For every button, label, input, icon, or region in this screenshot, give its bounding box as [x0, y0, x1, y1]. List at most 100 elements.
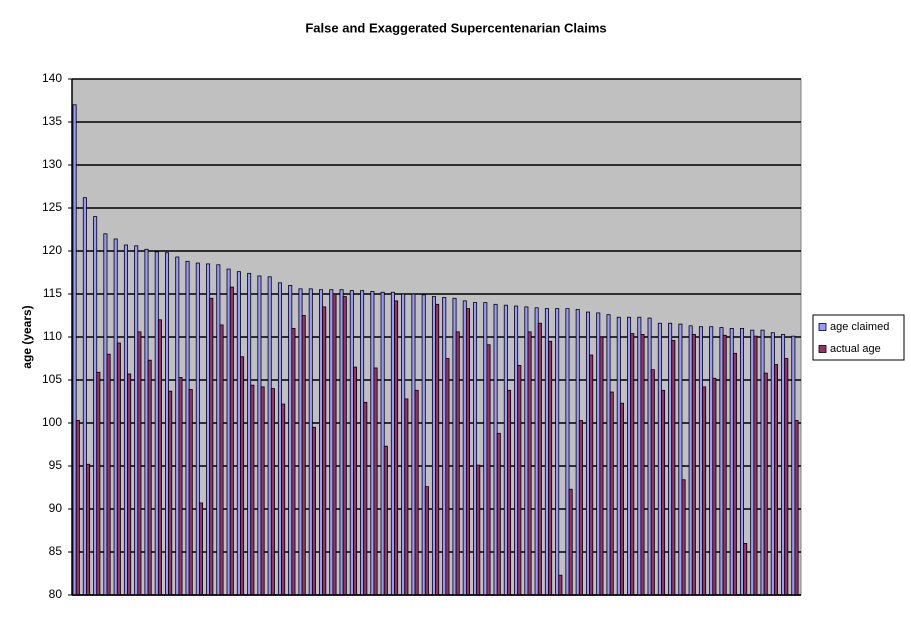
bar [578, 420, 583, 596]
bar [496, 432, 501, 596]
bar [722, 334, 727, 596]
bar [360, 290, 365, 596]
y-tick-label: 80 [49, 587, 63, 601]
bar [188, 389, 193, 596]
bar [401, 293, 406, 596]
bar [383, 445, 388, 596]
bar [168, 390, 173, 596]
bar [72, 104, 77, 596]
bar [137, 331, 142, 596]
y-tick-label: 120 [42, 243, 62, 257]
bar [465, 308, 470, 596]
bar [226, 268, 231, 596]
bar [657, 322, 662, 596]
bar [763, 372, 768, 596]
bar [106, 353, 111, 596]
bar [435, 303, 440, 596]
bar [565, 308, 570, 596]
bar [575, 309, 580, 596]
legend-label: actual age [830, 343, 881, 355]
bar [781, 334, 786, 596]
bar [250, 384, 255, 596]
bar [370, 291, 375, 596]
bar [473, 302, 478, 596]
bar [750, 329, 755, 596]
y-tick-label: 95 [49, 458, 63, 472]
bar [503, 304, 508, 596]
bar [277, 282, 282, 596]
bar [394, 300, 399, 596]
bar [537, 322, 542, 596]
bar [445, 358, 450, 596]
bar [794, 420, 799, 596]
bar [185, 260, 190, 596]
bar [421, 294, 426, 596]
bar [637, 316, 642, 596]
legend-label: age claimed [830, 321, 889, 333]
bar [462, 300, 467, 596]
bar [373, 367, 378, 596]
bar [291, 327, 296, 596]
bar [229, 286, 234, 596]
bar [647, 317, 652, 596]
bar [75, 420, 80, 596]
bar [147, 359, 152, 596]
bar [455, 331, 460, 596]
bar [732, 352, 737, 596]
bar [281, 403, 286, 596]
bar [739, 327, 744, 596]
bar [671, 340, 676, 596]
bar [753, 335, 758, 596]
bar [404, 398, 409, 596]
bar [760, 329, 765, 596]
bar [103, 233, 108, 596]
bar [589, 354, 594, 596]
bar [267, 276, 272, 596]
bar [650, 369, 655, 596]
bar [414, 389, 419, 596]
bar [308, 288, 313, 596]
bar [514, 305, 519, 596]
bar [616, 316, 621, 596]
bar [630, 333, 635, 596]
bar [681, 479, 686, 596]
bar [216, 264, 221, 596]
bar [544, 308, 549, 596]
bar [82, 197, 87, 596]
y-tick-label: 140 [42, 71, 62, 85]
y-tick-label: 105 [42, 372, 62, 386]
bar [353, 366, 358, 596]
bar [743, 543, 748, 596]
bar [123, 244, 128, 596]
bar [424, 486, 429, 596]
bar [165, 252, 170, 596]
bar [719, 327, 724, 596]
bar [599, 336, 604, 596]
bar [627, 316, 632, 596]
bar [770, 332, 775, 596]
bar [784, 358, 789, 596]
bar [270, 388, 275, 596]
bar [411, 293, 416, 596]
bar [431, 296, 436, 596]
bar [332, 293, 337, 596]
legend-swatch [818, 323, 827, 331]
bar [773, 364, 778, 596]
bar [640, 334, 645, 596]
bar [247, 272, 252, 596]
y-tick-label: 100 [42, 415, 62, 429]
bar [329, 289, 334, 596]
bar [585, 311, 590, 596]
bar [596, 312, 601, 596]
bar [493, 303, 498, 596]
bar [93, 216, 98, 596]
y-tick-label: 85 [49, 544, 63, 558]
bar [390, 291, 395, 596]
bar [476, 464, 481, 596]
bar [86, 463, 91, 596]
bar [349, 290, 354, 596]
bar [442, 297, 447, 596]
bar [157, 319, 162, 596]
bar [619, 402, 624, 596]
